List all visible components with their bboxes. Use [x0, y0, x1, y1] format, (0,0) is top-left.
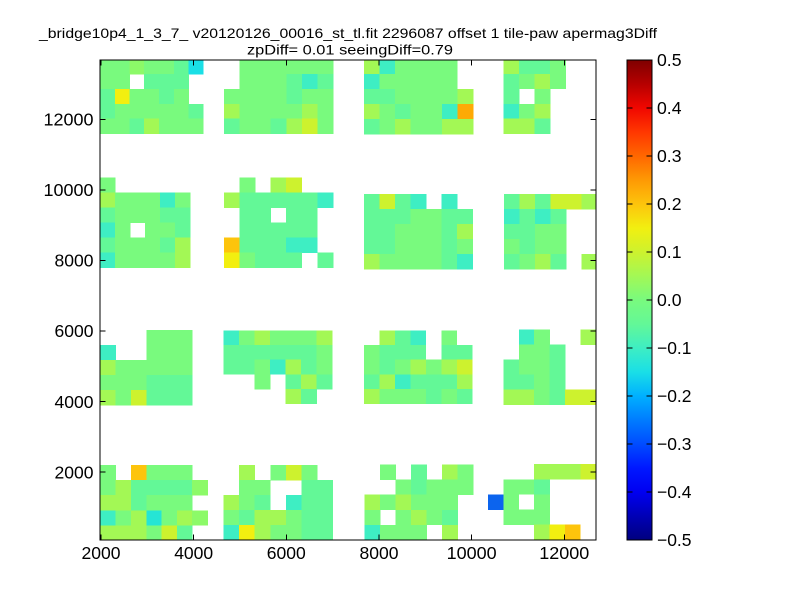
svg-text:4000: 4000 — [174, 543, 213, 563]
svg-text:4000: 4000 — [55, 392, 94, 412]
svg-text:−0.3: −0.3 — [657, 434, 692, 454]
svg-text:−0.2: −0.2 — [657, 386, 692, 406]
svg-text:zpDiff= 0.01 seeingDiff=0.79: zpDiff= 0.01 seeingDiff=0.79 — [247, 42, 453, 58]
svg-text:6000: 6000 — [267, 543, 306, 563]
svg-text:0.1: 0.1 — [657, 242, 682, 262]
svg-text:12000: 12000 — [44, 110, 94, 130]
svg-text:2000: 2000 — [82, 543, 121, 563]
svg-text:−0.1: −0.1 — [657, 338, 692, 358]
svg-text:2000: 2000 — [55, 462, 94, 482]
svg-text:0.4: 0.4 — [657, 98, 682, 118]
svg-text:0.2: 0.2 — [657, 194, 682, 214]
svg-text:−0.4: −0.4 — [657, 482, 692, 502]
svg-text:12000: 12000 — [539, 543, 589, 563]
svg-text:_bridge10p4_1_3_7_ v20120126_0: _bridge10p4_1_3_7_ v20120126_00016_st_tl… — [38, 25, 657, 41]
svg-text:6000: 6000 — [55, 321, 94, 341]
svg-text:−0.5: −0.5 — [657, 530, 692, 550]
svg-text:0.3: 0.3 — [657, 146, 682, 166]
svg-text:8000: 8000 — [55, 251, 94, 271]
svg-text:8000: 8000 — [360, 543, 399, 563]
svg-text:10000: 10000 — [447, 543, 497, 563]
svg-text:0.0: 0.0 — [657, 290, 682, 310]
svg-text:0.5: 0.5 — [657, 50, 682, 70]
svg-text:10000: 10000 — [44, 180, 94, 200]
